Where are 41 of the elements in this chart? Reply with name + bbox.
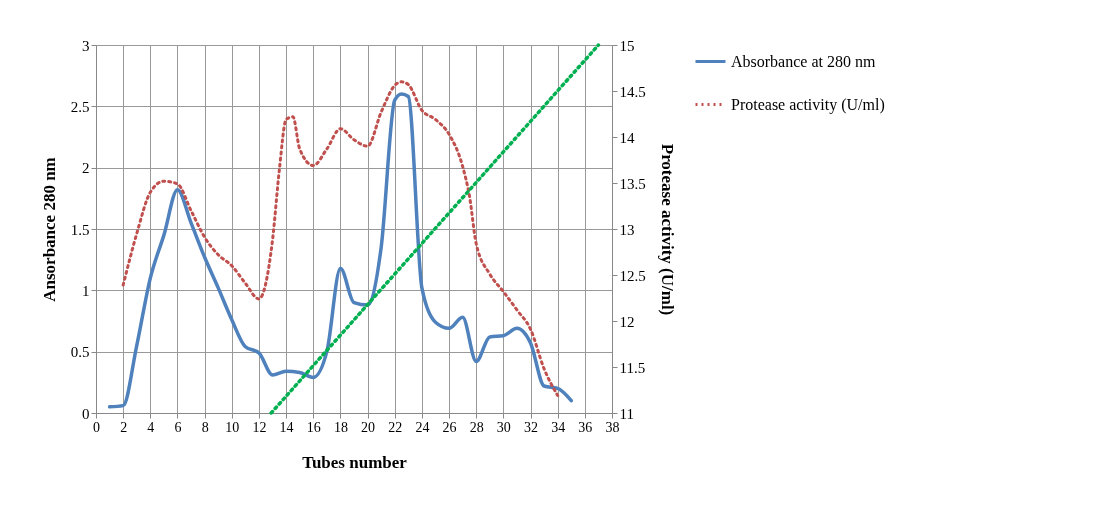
x-tick-label: 20 bbox=[361, 419, 376, 435]
y2-tick-label: 11 bbox=[619, 405, 634, 422]
x-tick-label: 4 bbox=[147, 419, 155, 435]
x-axis-title: Tubes number bbox=[302, 452, 408, 472]
y2-tick-label: 15 bbox=[619, 37, 635, 54]
x-tick-label: 34 bbox=[551, 419, 566, 435]
x-tick-label: 2 bbox=[120, 419, 128, 435]
x-tick-label: 32 bbox=[524, 419, 539, 435]
x-tick-label: 24 bbox=[415, 419, 430, 435]
y-tick-label: 2 bbox=[82, 160, 90, 177]
x-tick-label: 26 bbox=[442, 419, 457, 435]
y-tick-label: 2.5 bbox=[70, 98, 90, 115]
y2-tick-label: 13.5 bbox=[619, 175, 646, 192]
x-tick-label: 10 bbox=[225, 419, 240, 435]
y-tick-label: 1 bbox=[82, 282, 90, 299]
x-tick-label: 28 bbox=[469, 419, 484, 435]
x-tick-label: 12 bbox=[252, 419, 267, 435]
x-tick-label: 14 bbox=[279, 419, 294, 435]
y-tick-label: 1.5 bbox=[70, 221, 90, 238]
x-tick-label: 36 bbox=[578, 419, 593, 435]
x-tick-label: 6 bbox=[174, 419, 182, 435]
x-tick-label: 22 bbox=[388, 419, 403, 435]
x-tick-label: 8 bbox=[201, 419, 209, 435]
x-tick-label: 0 bbox=[93, 419, 100, 435]
y2-tick-label: 13 bbox=[619, 221, 635, 238]
y2-tick-label: 12.5 bbox=[619, 267, 646, 284]
x-tick-label: 16 bbox=[306, 419, 321, 435]
legend-label: Protease activity (U/ml) bbox=[731, 95, 885, 114]
y2-tick-label: 14.5 bbox=[619, 83, 646, 100]
y2-axis-title: Protease activity (U/ml) bbox=[657, 143, 677, 316]
y-tick-label: 0.5 bbox=[70, 344, 90, 361]
x-tick-label: 38 bbox=[605, 419, 620, 435]
y2-tick-label: 11.5 bbox=[619, 359, 646, 376]
y-axis-title: Ansorbance 280 nm bbox=[39, 157, 59, 302]
y2-tick-label: 12 bbox=[619, 313, 635, 330]
y-tick-label: 0 bbox=[82, 405, 90, 422]
y-tick-label: 3 bbox=[82, 37, 90, 54]
x-tick-label: 18 bbox=[333, 419, 348, 435]
legend-label: Absorbance at 280 nm bbox=[731, 52, 876, 70]
x-tick-label: 30 bbox=[496, 419, 511, 435]
y2-tick-label: 14 bbox=[619, 129, 635, 146]
